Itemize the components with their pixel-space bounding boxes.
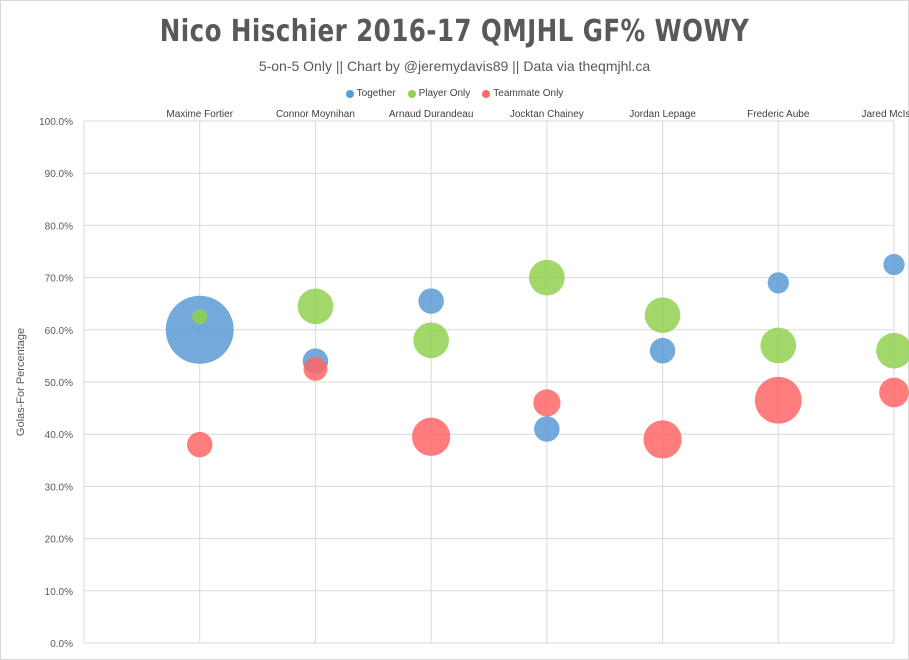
y-tick-label: 30.0% xyxy=(45,482,73,493)
y-tick-label: 90.0% xyxy=(45,169,73,180)
x-category-label: Jordan Lepage xyxy=(629,109,696,120)
y-tick-label: 60.0% xyxy=(45,326,73,337)
y-tick-label: 70.0% xyxy=(45,274,73,285)
legend-item-together: Together xyxy=(345,88,396,99)
y-tick-label: 0.0% xyxy=(50,639,73,650)
bubble-player-only xyxy=(644,297,681,334)
legend-swatch-player-only xyxy=(407,89,416,98)
bubble-together xyxy=(165,295,234,364)
x-category-label: Connor Moynihan xyxy=(276,109,355,120)
chart-subtitle: 5-on-5 Only || Chart by @jeremydavis89 |… xyxy=(258,58,651,74)
legend-item-player-only: Player Only xyxy=(407,88,471,99)
chart-title: Nico Hischier 2016-17 QMJHL GF% WOWY xyxy=(159,14,750,49)
x-category-label: Frederic Aube xyxy=(747,109,810,120)
y-tick-label: 10.0% xyxy=(45,587,73,598)
bubble-teammate-only xyxy=(643,420,682,459)
legend-label-teammate-only: Teammate Only xyxy=(493,88,564,99)
bubble-player-only xyxy=(760,327,797,364)
y-tick-label: 20.0% xyxy=(45,535,73,546)
legend-item-teammate-only: Teammate Only xyxy=(482,88,563,99)
bubble-teammate-only xyxy=(303,357,328,381)
bubble-together xyxy=(649,337,676,364)
bubble-teammate-only xyxy=(186,431,213,458)
x-category-label: Jocktan Chainey xyxy=(510,109,584,120)
bubble-together xyxy=(767,272,789,294)
x-category-label: Maxime Fortier xyxy=(166,109,233,120)
bubble-together xyxy=(883,253,905,276)
bubble-teammate-only xyxy=(754,376,802,424)
y-tick-label: 50.0% xyxy=(45,378,73,389)
legend-label-together: Together xyxy=(356,88,396,99)
bubble-teammate-only xyxy=(533,389,561,417)
bubble-player-only xyxy=(297,288,334,325)
x-category-label: Arnaud Durandeau xyxy=(389,109,474,120)
legend-swatch-teammate-only xyxy=(482,89,491,98)
x-category-label: Jared McIsaac xyxy=(861,109,909,120)
y-tick-label: 40.0% xyxy=(45,430,73,441)
legend: Together Player Only Teammate Only xyxy=(0,88,909,99)
bubble-player-only xyxy=(529,259,565,296)
bubble-player-only xyxy=(192,309,208,325)
bubble-teammate-only xyxy=(412,417,451,456)
y-tick-label: 100.0% xyxy=(39,117,73,128)
legend-label-player-only: Player Only xyxy=(418,88,471,99)
bubble-player-only xyxy=(413,322,449,359)
bubble-player-only xyxy=(876,332,909,369)
y-tick-label: 80.0% xyxy=(45,221,73,232)
bubble-together xyxy=(534,416,560,442)
bubble-together xyxy=(418,288,444,314)
legend-swatch-together xyxy=(345,89,354,98)
bubble-teammate-only xyxy=(879,377,909,408)
